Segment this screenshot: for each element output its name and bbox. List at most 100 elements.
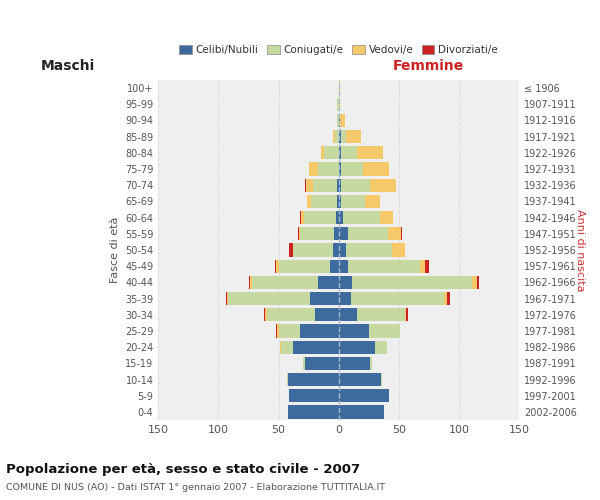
Bar [276, 260, 278, 273]
Bar [228, 292, 310, 305]
Bar [302, 357, 305, 370]
Bar [293, 244, 332, 256]
Bar [320, 146, 324, 160]
Bar [252, 276, 318, 289]
Bar [346, 130, 361, 143]
Bar [287, 373, 288, 386]
Bar [289, 244, 293, 256]
Bar [401, 227, 403, 240]
Bar [304, 211, 336, 224]
Bar [289, 389, 338, 402]
Bar [337, 178, 338, 192]
Bar [278, 260, 330, 273]
Bar [477, 276, 479, 289]
Bar [300, 324, 338, 338]
Bar [338, 389, 389, 402]
Bar [346, 244, 392, 256]
Bar [314, 308, 338, 322]
Bar [370, 357, 373, 370]
Legend: Celibi/Nubili, Coniugati/e, Vedovi/e, Divorziati/e: Celibi/Nubili, Coniugati/e, Vedovi/e, Di… [175, 41, 502, 60]
Bar [281, 340, 293, 354]
Bar [341, 146, 356, 160]
Bar [227, 292, 228, 305]
Bar [375, 340, 387, 354]
Bar [300, 227, 334, 240]
Bar [370, 178, 397, 192]
Text: COMUNE DI NUS (AO) - Dati ISTAT 1° gennaio 2007 - Elaborazione TUTTITALIA.IT: COMUNE DI NUS (AO) - Dati ISTAT 1° genna… [6, 482, 385, 492]
Bar [307, 194, 311, 208]
Bar [340, 114, 344, 127]
Bar [330, 260, 338, 273]
Bar [288, 406, 338, 418]
Bar [338, 227, 348, 240]
Bar [341, 194, 365, 208]
Bar [276, 324, 277, 338]
Bar [356, 308, 405, 322]
Bar [338, 260, 348, 273]
Bar [341, 162, 362, 175]
Bar [337, 114, 338, 127]
Y-axis label: Fasce di età: Fasce di età [110, 217, 119, 283]
Bar [265, 308, 266, 322]
Bar [338, 324, 368, 338]
Bar [368, 324, 400, 338]
Bar [288, 373, 338, 386]
Bar [445, 292, 447, 305]
Bar [277, 324, 278, 338]
Bar [338, 340, 375, 354]
Y-axis label: Anni di nascita: Anni di nascita [575, 208, 585, 291]
Bar [421, 260, 425, 273]
Bar [343, 211, 380, 224]
Bar [318, 276, 338, 289]
Bar [338, 292, 350, 305]
Bar [365, 194, 380, 208]
Bar [341, 130, 346, 143]
Bar [338, 211, 343, 224]
Bar [332, 130, 335, 143]
Bar [337, 194, 338, 208]
Bar [298, 227, 299, 240]
Bar [338, 357, 370, 370]
Bar [299, 227, 300, 240]
Bar [336, 211, 338, 224]
Bar [388, 227, 401, 240]
Bar [348, 227, 388, 240]
Bar [380, 211, 393, 224]
Bar [324, 146, 338, 160]
Bar [338, 178, 341, 192]
Bar [250, 276, 252, 289]
Bar [334, 227, 338, 240]
Bar [335, 130, 338, 143]
Bar [248, 276, 250, 289]
Bar [266, 308, 314, 322]
Bar [425, 260, 429, 273]
Bar [338, 98, 340, 111]
Text: Maschi: Maschi [41, 59, 95, 73]
Bar [338, 130, 341, 143]
Bar [306, 178, 313, 192]
Bar [406, 308, 409, 322]
Text: Popolazione per età, sesso e stato civile - 2007: Popolazione per età, sesso e stato civil… [6, 462, 360, 475]
Bar [405, 308, 406, 322]
Bar [338, 162, 341, 175]
Bar [305, 178, 306, 192]
Bar [338, 308, 356, 322]
Bar [226, 292, 227, 305]
Bar [472, 276, 477, 289]
Bar [381, 373, 382, 386]
Bar [293, 340, 338, 354]
Bar [332, 244, 338, 256]
Bar [338, 406, 385, 418]
Bar [318, 162, 338, 175]
Bar [310, 292, 338, 305]
Bar [338, 194, 341, 208]
Bar [338, 276, 352, 289]
Bar [338, 114, 340, 127]
Text: Femmine: Femmine [393, 59, 464, 73]
Bar [352, 276, 472, 289]
Bar [338, 82, 340, 94]
Bar [313, 178, 337, 192]
Bar [264, 308, 265, 322]
Bar [348, 260, 421, 273]
Bar [280, 340, 281, 354]
